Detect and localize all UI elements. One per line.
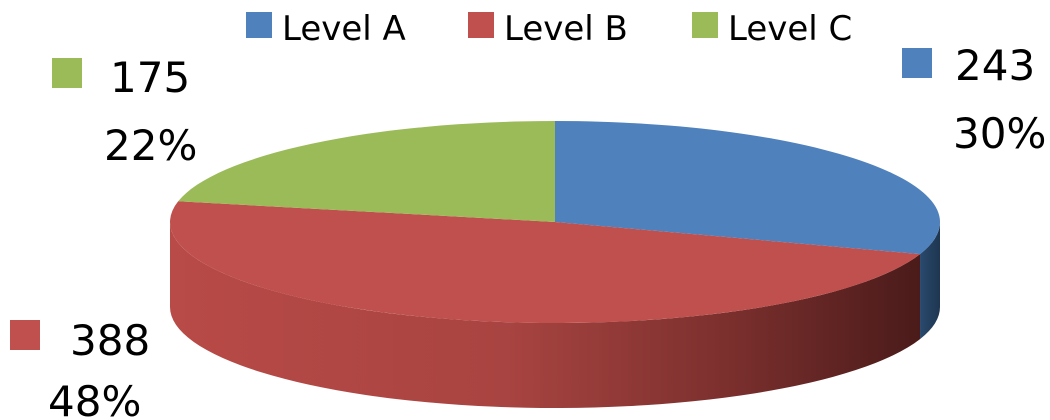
legend-swatch-level-c bbox=[692, 12, 718, 38]
pie-side-level-b bbox=[169, 222, 921, 408]
pie-group bbox=[169, 121, 941, 408]
data-label-percent-level-c: 22% bbox=[104, 121, 197, 170]
data-label-percent-level-b: 48% bbox=[48, 377, 141, 420]
data-label-value-level-a: 243 bbox=[955, 41, 1035, 90]
pie-slice-level-b bbox=[170, 201, 921, 323]
data-label-swatch-level-b bbox=[10, 320, 40, 350]
data-label-value-level-c: 175 bbox=[110, 53, 190, 102]
legend-swatch-level-a bbox=[246, 12, 272, 38]
data-label-swatch-level-a bbox=[902, 48, 932, 78]
data-label-percent-level-a: 30% bbox=[953, 109, 1046, 158]
legend-label-level-c: Level C bbox=[728, 9, 852, 49]
pie-slice-level-c bbox=[178, 121, 555, 222]
pie-slice-level-a bbox=[555, 121, 941, 255]
data-label-swatch-level-c bbox=[52, 58, 82, 88]
legend-swatch-level-b bbox=[468, 12, 494, 38]
legend-label-level-a: Level A bbox=[282, 9, 406, 49]
legend-label-level-b: Level B bbox=[504, 9, 628, 49]
legend: Level A Level B Level C bbox=[246, 9, 852, 49]
data-labels: 243 30% 175 22% 388 48% bbox=[10, 41, 1046, 420]
data-label-value-level-b: 388 bbox=[70, 316, 150, 365]
pie-side-level-a bbox=[920, 222, 940, 340]
